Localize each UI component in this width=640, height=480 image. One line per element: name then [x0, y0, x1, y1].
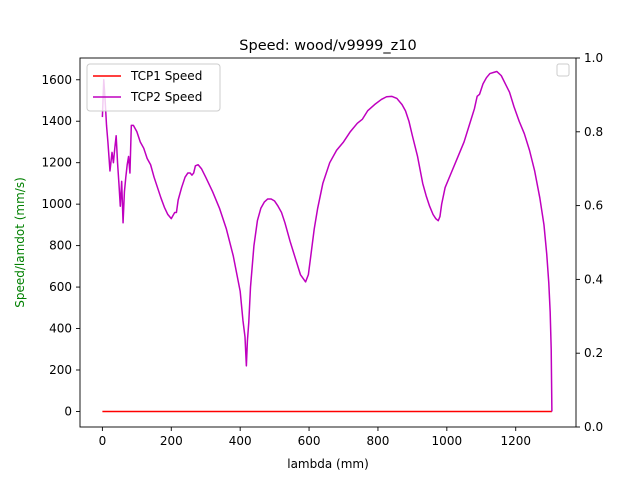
x-tick-label: 0	[99, 434, 107, 448]
y-tick-label: 400	[49, 322, 72, 336]
x-tick-label: 400	[229, 434, 252, 448]
x-tick-label: 200	[160, 434, 183, 448]
y-tick-label: 0	[64, 404, 72, 418]
y-tick-label: 1000	[41, 197, 72, 211]
x-tick-label: 1200	[500, 434, 531, 448]
y2-tick-label: 0.2	[584, 346, 603, 360]
series-line-2	[101, 70, 553, 412]
legend-box-empty	[556, 63, 570, 77]
y2-tick-label: 0.4	[584, 272, 603, 286]
y-tick-label: 1400	[41, 114, 72, 128]
x-tick-label: 1000	[432, 434, 463, 448]
x-axis-label: lambda (mm)	[287, 457, 369, 471]
y-tick-label: 800	[49, 239, 72, 253]
plot-area: 0 200 400 600 800 1000 1200 0 200 400 600 800 1000 12…	[41, 51, 603, 448]
legend: TCP1 Speed TCP2 Speed	[86, 63, 221, 112]
y-tick-label: 200	[49, 363, 72, 377]
y-tick-label: 1200	[41, 156, 72, 170]
legend-entry-label: TCP2 Speed	[130, 90, 202, 104]
legend-right-empty	[556, 63, 570, 77]
y-axis-label: Speed/lamdot (mm/s)	[13, 177, 27, 308]
axes-frame	[79, 57, 577, 428]
y-tick-label: 600	[49, 280, 72, 294]
y2-tick-label: 0.0	[584, 420, 603, 434]
chart-title: Speed: wood/v9999_z10	[239, 38, 416, 54]
legend-entry-label: TCP1 Speed	[130, 69, 202, 83]
series-group	[101, 70, 553, 413]
x-tick-label: 600	[298, 434, 321, 448]
y2-tick-label: 0.8	[584, 125, 603, 139]
y-tick-label: 1600	[41, 73, 72, 87]
y2-tick-label: 1.0	[584, 51, 603, 65]
y2-tick-label: 0.6	[584, 199, 603, 213]
x-tick-label: 800	[366, 434, 389, 448]
